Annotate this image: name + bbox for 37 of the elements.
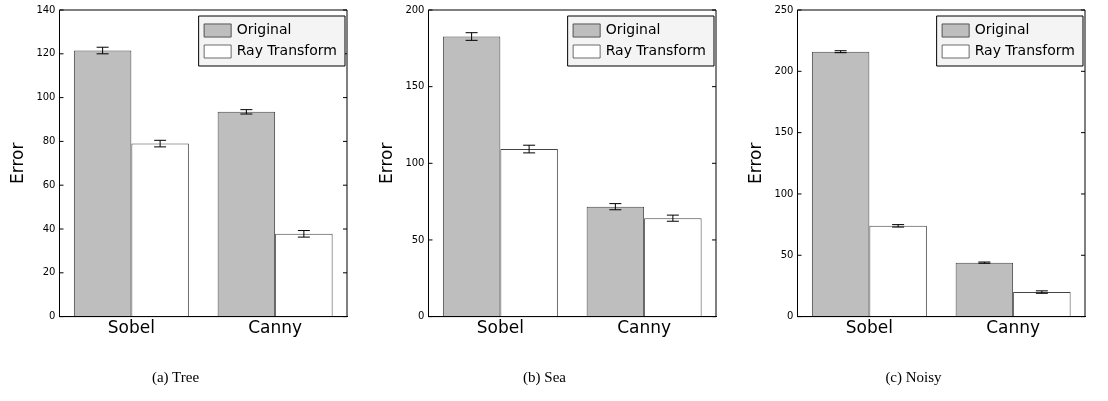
y-tick-label: 100 <box>36 91 56 103</box>
y-tick-label: 60 <box>42 178 56 190</box>
y-tick-label: 100 <box>405 156 425 168</box>
y-tick-label: 50 <box>780 248 794 260</box>
x-tick-label: Canny <box>986 317 1041 338</box>
y-tick-label: 0 <box>49 310 56 322</box>
y-tick-label: 200 <box>774 64 794 76</box>
y-axis-title: Error <box>6 142 27 185</box>
x-tick-label: Sobel <box>107 317 155 338</box>
x-tick-label: Canny <box>248 317 303 338</box>
y-axis-title: Error <box>744 142 765 185</box>
legend-label: Ray Transform <box>236 42 337 59</box>
legend-label: Original <box>974 21 1030 38</box>
x-tick-label: Sobel <box>476 317 524 338</box>
y-tick-label: 80 <box>42 134 56 146</box>
y-tick-label: 150 <box>405 80 425 92</box>
text: (b) Sea <box>523 368 567 386</box>
y-tick-label: 120 <box>36 47 56 59</box>
legend-label: Original <box>605 21 661 38</box>
y-tick-label: 140 <box>36 3 56 15</box>
y-tick-label: 20 <box>42 266 56 278</box>
y-tick-label: 0 <box>787 310 794 322</box>
y-axis-title: Error <box>375 142 396 185</box>
x-tick-label: Sobel <box>845 317 893 338</box>
y-tick-label: 150 <box>774 126 794 138</box>
legend-label: Ray Transform <box>974 42 1075 59</box>
text: (c) Noisy <box>885 368 943 386</box>
y-tick-label: 100 <box>774 187 794 199</box>
y-tick-label: 200 <box>405 3 425 15</box>
y-tick-label: 40 <box>42 222 56 234</box>
legend-label: Ray Transform <box>605 42 706 59</box>
y-tick-label: 50 <box>411 233 425 245</box>
legend-label: Original <box>236 21 292 38</box>
y-tick-label: 0 <box>418 310 425 322</box>
y-tick-label: 250 <box>774 3 794 15</box>
x-tick-label: Canny <box>617 317 672 338</box>
text: (a) Tree <box>151 368 200 386</box>
